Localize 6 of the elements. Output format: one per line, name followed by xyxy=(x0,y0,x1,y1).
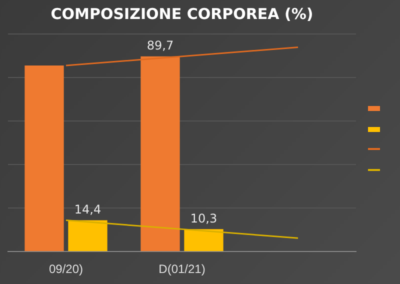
chart-title: COMPOSIZIONE CORPOREA (%) xyxy=(50,4,314,23)
data-label: 14,4 xyxy=(74,202,102,216)
x-tick-label: D(01/21) xyxy=(158,262,206,276)
data-label: 10,3 xyxy=(190,211,218,226)
x-tick-label: 09/20) xyxy=(48,262,84,276)
data-label: 89,7 xyxy=(146,38,174,53)
